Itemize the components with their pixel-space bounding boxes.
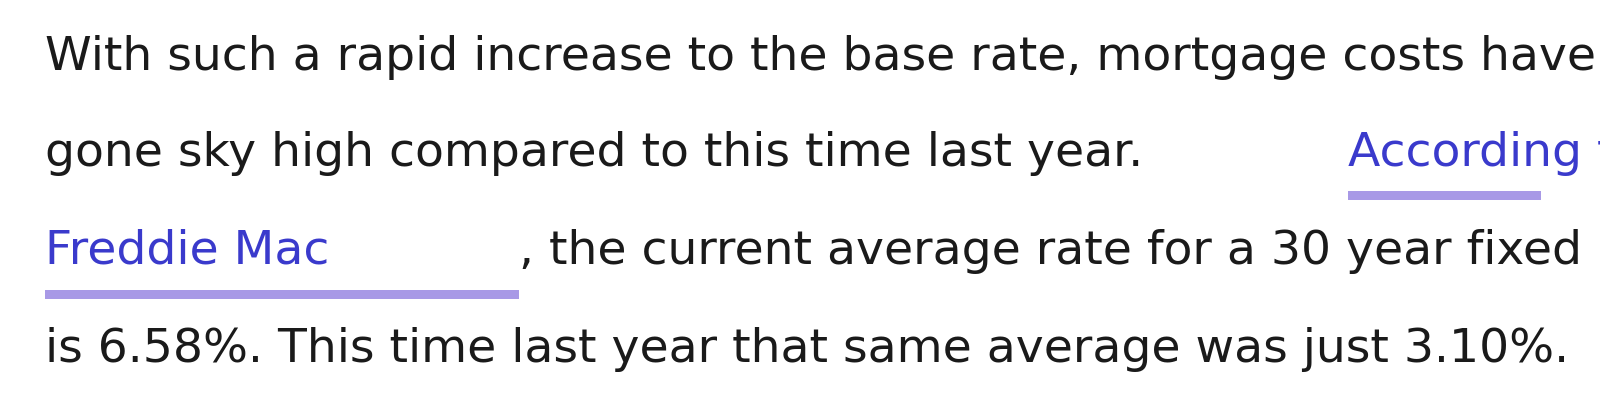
Text: With such a rapid increase to the base rate, mortgage costs have: With such a rapid increase to the base r… <box>45 34 1595 79</box>
Text: is 6.58%. This time last year that same average was just 3.10%.: is 6.58%. This time last year that same … <box>45 327 1570 372</box>
Text: gone sky high compared to this time last year.: gone sky high compared to this time last… <box>45 130 1158 175</box>
Text: Freddie Mac: Freddie Mac <box>45 229 330 274</box>
Bar <box>45 290 518 299</box>
Bar <box>1347 191 1541 200</box>
Text: , the current average rate for a 30 year fixed mortgage: , the current average rate for a 30 year… <box>518 229 1600 274</box>
Text: According to: According to <box>1347 130 1600 175</box>
